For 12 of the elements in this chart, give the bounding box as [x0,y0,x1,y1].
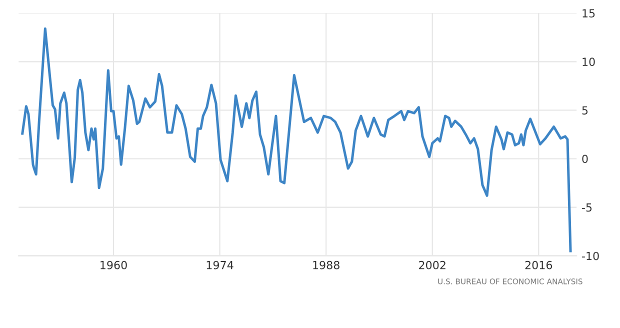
x-tick-label: 2016 [525,260,552,270]
x-tick-label: 1960 [100,260,127,270]
x-tick-label: 2002 [419,260,446,270]
y-tick-label: 15 [582,9,595,18]
line-series [21,27,572,252]
y-tick-label: 5 [582,106,588,115]
y-tick-label: -5 [582,203,592,212]
x-tick-label: 1974 [206,260,234,270]
y-tick-label: -10 [582,252,599,260]
x-tick-label: 1988 [313,260,340,270]
y-tick-label: 10 [582,58,595,66]
y-tick-label: 0 [582,154,588,164]
